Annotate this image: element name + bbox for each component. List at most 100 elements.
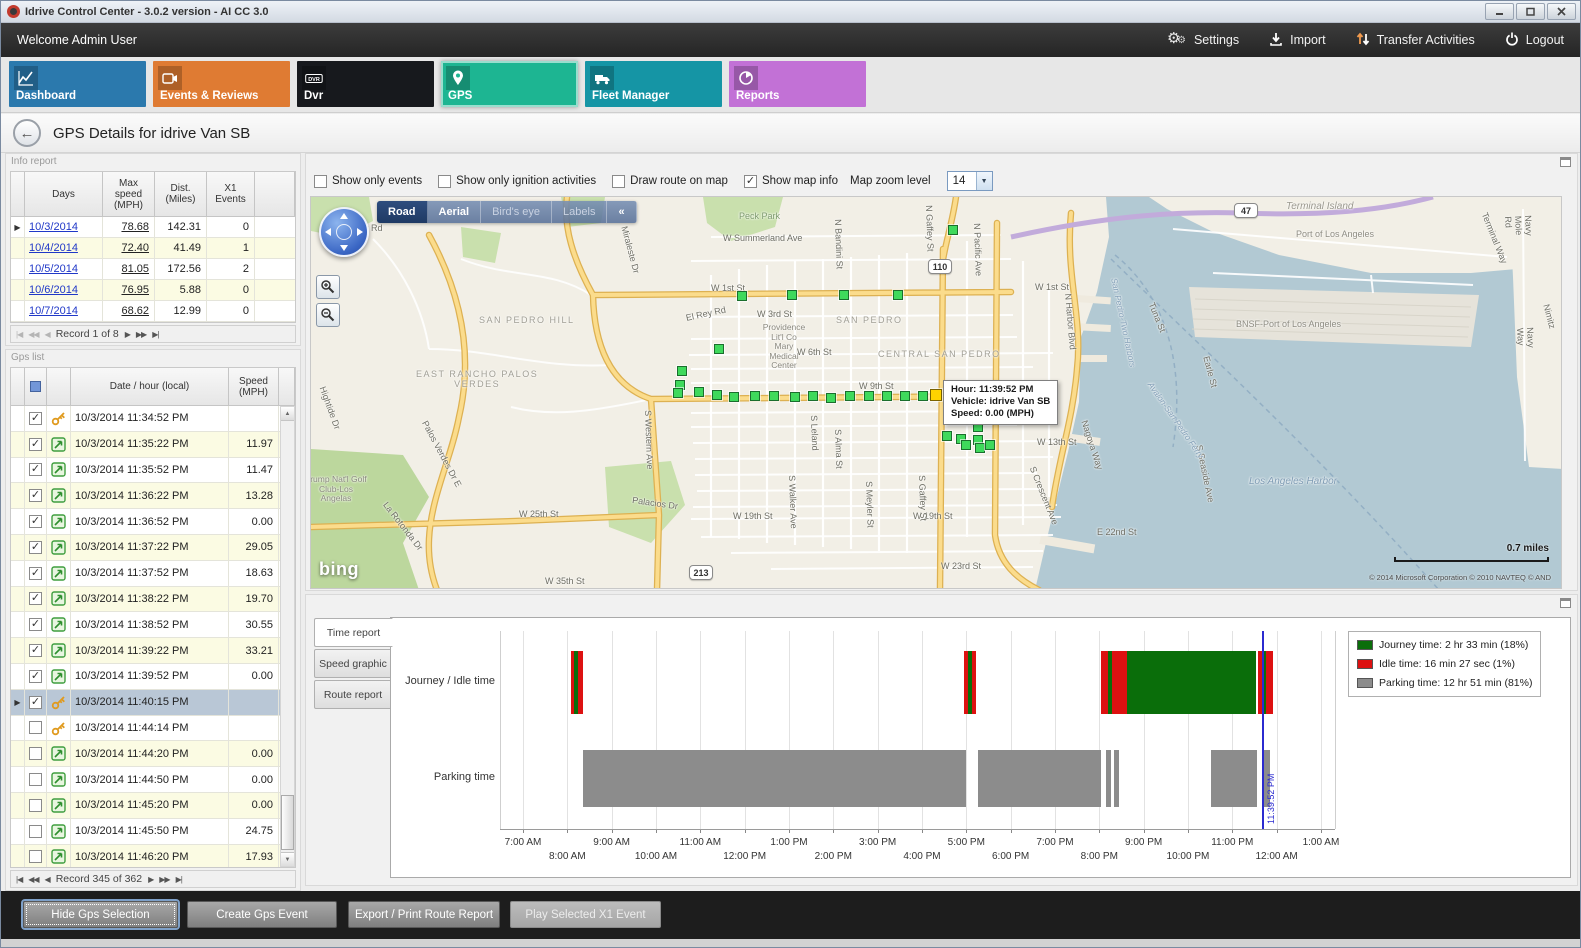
checkbox-cell[interactable]: ✓ bbox=[25, 483, 47, 510]
checkbox-cell[interactable]: ✓ bbox=[25, 638, 47, 664]
logout-button[interactable]: Logout bbox=[1505, 32, 1564, 49]
checkbox-cell[interactable]: ✓ bbox=[25, 431, 47, 458]
scroll-down-icon[interactable]: ▼ bbox=[281, 852, 294, 866]
maximize-button[interactable] bbox=[1516, 3, 1545, 20]
row-checkbox[interactable] bbox=[29, 747, 42, 761]
pager-prevpage-icon[interactable]: ◀◀ bbox=[28, 874, 39, 884]
pager-next-icon[interactable]: ▶ bbox=[124, 329, 131, 339]
gps-list-row[interactable]: ▶ ✓ 10/3/2014 11:40:15 PM bbox=[11, 689, 295, 716]
checkbox[interactable]: ✓ bbox=[743, 174, 757, 188]
pager-next-icon[interactable]: ▶ bbox=[148, 874, 154, 884]
gps-marker[interactable] bbox=[712, 390, 722, 400]
checkbox-cell[interactable]: ✓ bbox=[25, 406, 47, 432]
pager-nextpage-icon[interactable]: ▶▶ bbox=[159, 874, 170, 884]
info-report-row[interactable]: 10/5/2014 81.05 172.56 2 bbox=[11, 259, 295, 280]
gps-marker[interactable] bbox=[942, 431, 952, 441]
report-tab-speed-graphic[interactable]: Speed graphic bbox=[314, 649, 392, 678]
report-tab-time-report[interactable]: Time report bbox=[314, 618, 393, 647]
pan-south-icon[interactable] bbox=[340, 245, 348, 251]
day-cell[interactable]: 10/3/2014 bbox=[25, 217, 103, 238]
tab-reports[interactable]: Reports bbox=[729, 61, 866, 107]
gps-marker[interactable] bbox=[900, 391, 910, 401]
checkbox-cell[interactable] bbox=[25, 741, 47, 768]
pager-last-icon[interactable]: ▶| bbox=[152, 329, 159, 339]
gps-marker[interactable] bbox=[948, 225, 958, 235]
minimize-button[interactable] bbox=[1485, 3, 1514, 20]
max-speed-link[interactable]: 78.68 bbox=[121, 221, 149, 233]
row-checkbox[interactable]: ✓ bbox=[29, 463, 42, 477]
map-view-bird-s-eye[interactable]: Bird's eye bbox=[481, 201, 553, 223]
pager-nextpage-icon[interactable]: ▶▶ bbox=[135, 329, 147, 339]
gps-list-row[interactable]: ✓ 10/3/2014 11:37:52 PM 18.63 bbox=[11, 560, 295, 587]
gps-list-scrollbar[interactable]: ▲ ▼ bbox=[280, 406, 295, 867]
gps-marker[interactable] bbox=[961, 440, 971, 450]
tab-gps[interactable]: GPS bbox=[441, 61, 578, 107]
day-cell[interactable]: 10/6/2014 bbox=[25, 280, 103, 301]
max-speed-cell[interactable]: 72.40 bbox=[103, 238, 155, 259]
gps-list-row[interactable]: ✓ 10/3/2014 11:36:22 PM 13.28 bbox=[11, 483, 295, 510]
checkbox[interactable] bbox=[314, 174, 327, 188]
scrollbar-thumb[interactable] bbox=[281, 795, 294, 850]
close-button[interactable] bbox=[1547, 3, 1576, 20]
row-checkbox[interactable] bbox=[29, 721, 42, 735]
map-option-show-only-events[interactable]: Show only events bbox=[314, 174, 422, 188]
info-report-row[interactable]: 10/4/2014 72.40 41.49 1 bbox=[11, 238, 295, 259]
checkbox-cell[interactable]: ✓ bbox=[25, 457, 47, 484]
gps-list-row[interactable]: 10/3/2014 11:45:20 PM 0.00 bbox=[11, 792, 295, 819]
day-link[interactable]: 10/7/2014 bbox=[29, 305, 78, 317]
row-checkbox[interactable]: ✓ bbox=[29, 489, 42, 503]
day-link[interactable]: 10/5/2014 bbox=[29, 263, 78, 275]
checkbox-cell[interactable]: ✓ bbox=[25, 663, 47, 690]
col-max-speed[interactable]: Max speed (MPH) bbox=[103, 172, 155, 217]
tab-dashboard[interactable]: Dashboard bbox=[9, 61, 146, 107]
tab-events-reviews[interactable]: Events & Reviews bbox=[153, 61, 290, 107]
checkbox-cell[interactable] bbox=[25, 844, 47, 867]
map-view-labels[interactable]: Labels bbox=[552, 201, 608, 223]
gps-marker[interactable] bbox=[845, 391, 855, 401]
gps-list-row[interactable]: ✓ 10/3/2014 11:38:22 PM 19.70 bbox=[11, 586, 295, 613]
gps-marker[interactable] bbox=[729, 392, 739, 402]
map-zoom-level-select[interactable]: 14 ▼ bbox=[946, 171, 993, 191]
expand-chart-panel-button[interactable] bbox=[1560, 598, 1571, 608]
max-speed-link[interactable]: 81.05 bbox=[121, 263, 149, 275]
row-checkbox[interactable]: ✓ bbox=[29, 669, 42, 683]
export-print-route-report-button[interactable]: Export / Print Route Report bbox=[348, 901, 500, 928]
pan-north-icon[interactable] bbox=[340, 213, 348, 219]
gps-list-row[interactable]: 10/3/2014 11:44:50 PM 0.00 bbox=[11, 767, 295, 793]
info-report-row[interactable]: 10/6/2014 76.95 5.88 0 bbox=[11, 280, 295, 301]
import-button[interactable]: Import bbox=[1269, 32, 1326, 49]
map-option-draw-route-on-map[interactable]: Draw route on map bbox=[612, 174, 728, 188]
checkbox-cell[interactable]: ✓ bbox=[25, 534, 47, 561]
checkbox-cell[interactable] bbox=[25, 767, 47, 793]
gps-list-row[interactable]: ✓ 10/3/2014 11:39:52 PM 0.00 bbox=[11, 663, 295, 690]
max-speed-cell[interactable]: 76.95 bbox=[103, 280, 155, 301]
gps-list-row[interactable]: ✓ 10/3/2014 11:38:52 PM 30.55 bbox=[11, 612, 295, 639]
row-checkbox[interactable]: ✓ bbox=[29, 566, 42, 580]
gps-marker[interactable] bbox=[673, 388, 683, 398]
checkbox-cell[interactable] bbox=[25, 715, 47, 742]
checkbox-cell[interactable]: ✓ bbox=[25, 689, 47, 716]
gps-marker[interactable] bbox=[737, 291, 747, 301]
gps-list-row[interactable]: ✓ 10/3/2014 11:36:52 PM 0.00 bbox=[11, 509, 295, 535]
gps-list-row[interactable]: 10/3/2014 11:46:20 PM 17.93 bbox=[11, 844, 295, 867]
gps-marker[interactable] bbox=[882, 391, 892, 401]
settings-button[interactable]: ⚙ ⚙ Settings bbox=[1166, 30, 1240, 47]
map-view-road[interactable]: Road bbox=[377, 201, 428, 223]
col-date-hour[interactable]: Date / hour (local) bbox=[71, 368, 229, 406]
gps-marker[interactable] bbox=[769, 391, 779, 401]
select-all-header[interactable] bbox=[25, 368, 47, 406]
gps-marker[interactable] bbox=[826, 393, 836, 403]
gps-marker[interactable] bbox=[985, 440, 995, 450]
gps-list-row[interactable]: ✓ 10/3/2014 11:37:22 PM 29.05 bbox=[11, 534, 295, 561]
gps-list-row[interactable]: ✓ 10/3/2014 11:39:22 PM 33.21 bbox=[11, 638, 295, 664]
row-checkbox[interactable] bbox=[29, 824, 42, 838]
transfer-activities-button[interactable]: Transfer Activities bbox=[1356, 32, 1475, 49]
gps-marker[interactable] bbox=[714, 344, 724, 354]
checkbox[interactable] bbox=[612, 174, 626, 188]
checkbox-cell[interactable]: ✓ bbox=[25, 586, 47, 613]
collapse-map-bar-button[interactable]: « bbox=[607, 201, 637, 223]
checkbox-cell[interactable]: ✓ bbox=[25, 509, 47, 535]
map-option-show-map-info[interactable]: ✓ Show map info bbox=[743, 174, 838, 188]
day-cell[interactable]: 10/7/2014 bbox=[25, 301, 103, 322]
